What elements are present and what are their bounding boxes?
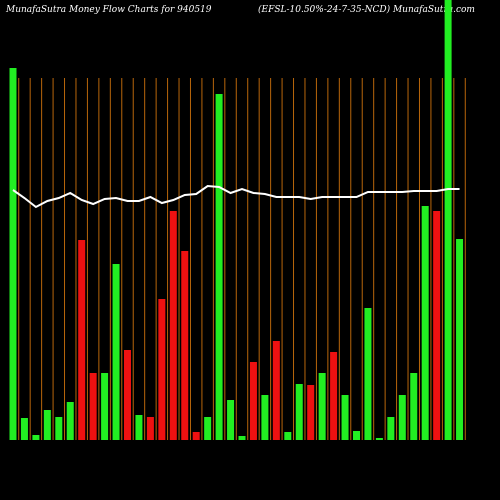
bar: [318, 373, 326, 440]
bar: [181, 251, 189, 440]
bar: [227, 400, 235, 440]
bar: [43, 410, 51, 440]
bar: [20, 418, 28, 440]
bar: [32, 435, 40, 440]
bar: [192, 432, 200, 440]
bar: [375, 438, 383, 440]
bar: [215, 94, 223, 440]
bar: [353, 431, 360, 440]
bar: [387, 417, 395, 440]
bar: [204, 417, 212, 440]
bar: [307, 385, 315, 440]
bar: [364, 308, 372, 440]
bar: [284, 432, 292, 440]
bar: [238, 436, 246, 440]
bar: [9, 68, 17, 440]
bar: [158, 299, 166, 440]
bar: [272, 341, 280, 440]
bar: [421, 206, 429, 440]
chart-subtitle: (EFSL-10.50%-24-7-35-NCD) MunafaSutra.co…: [258, 4, 475, 15]
bar: [249, 362, 257, 440]
bar: [330, 352, 338, 440]
bar: [261, 395, 269, 440]
bar: [444, 0, 452, 440]
bar: [433, 211, 441, 440]
bar: [295, 384, 303, 440]
bar: [66, 402, 74, 440]
bar: [341, 395, 349, 440]
bar: [124, 350, 131, 440]
bar: [89, 373, 97, 440]
bar: [112, 264, 120, 440]
bar: [101, 373, 109, 440]
bar: [169, 211, 177, 440]
money-flow-line: [12, 184, 460, 209]
bar: [146, 417, 154, 440]
bar: [78, 240, 86, 440]
bar: [55, 417, 63, 440]
chart-title: MunafaSutra Money Flow Charts for 940519: [5, 5, 212, 15]
bar: [135, 415, 143, 440]
bar: [410, 373, 418, 440]
bar: [456, 239, 464, 440]
bar: [398, 395, 406, 440]
